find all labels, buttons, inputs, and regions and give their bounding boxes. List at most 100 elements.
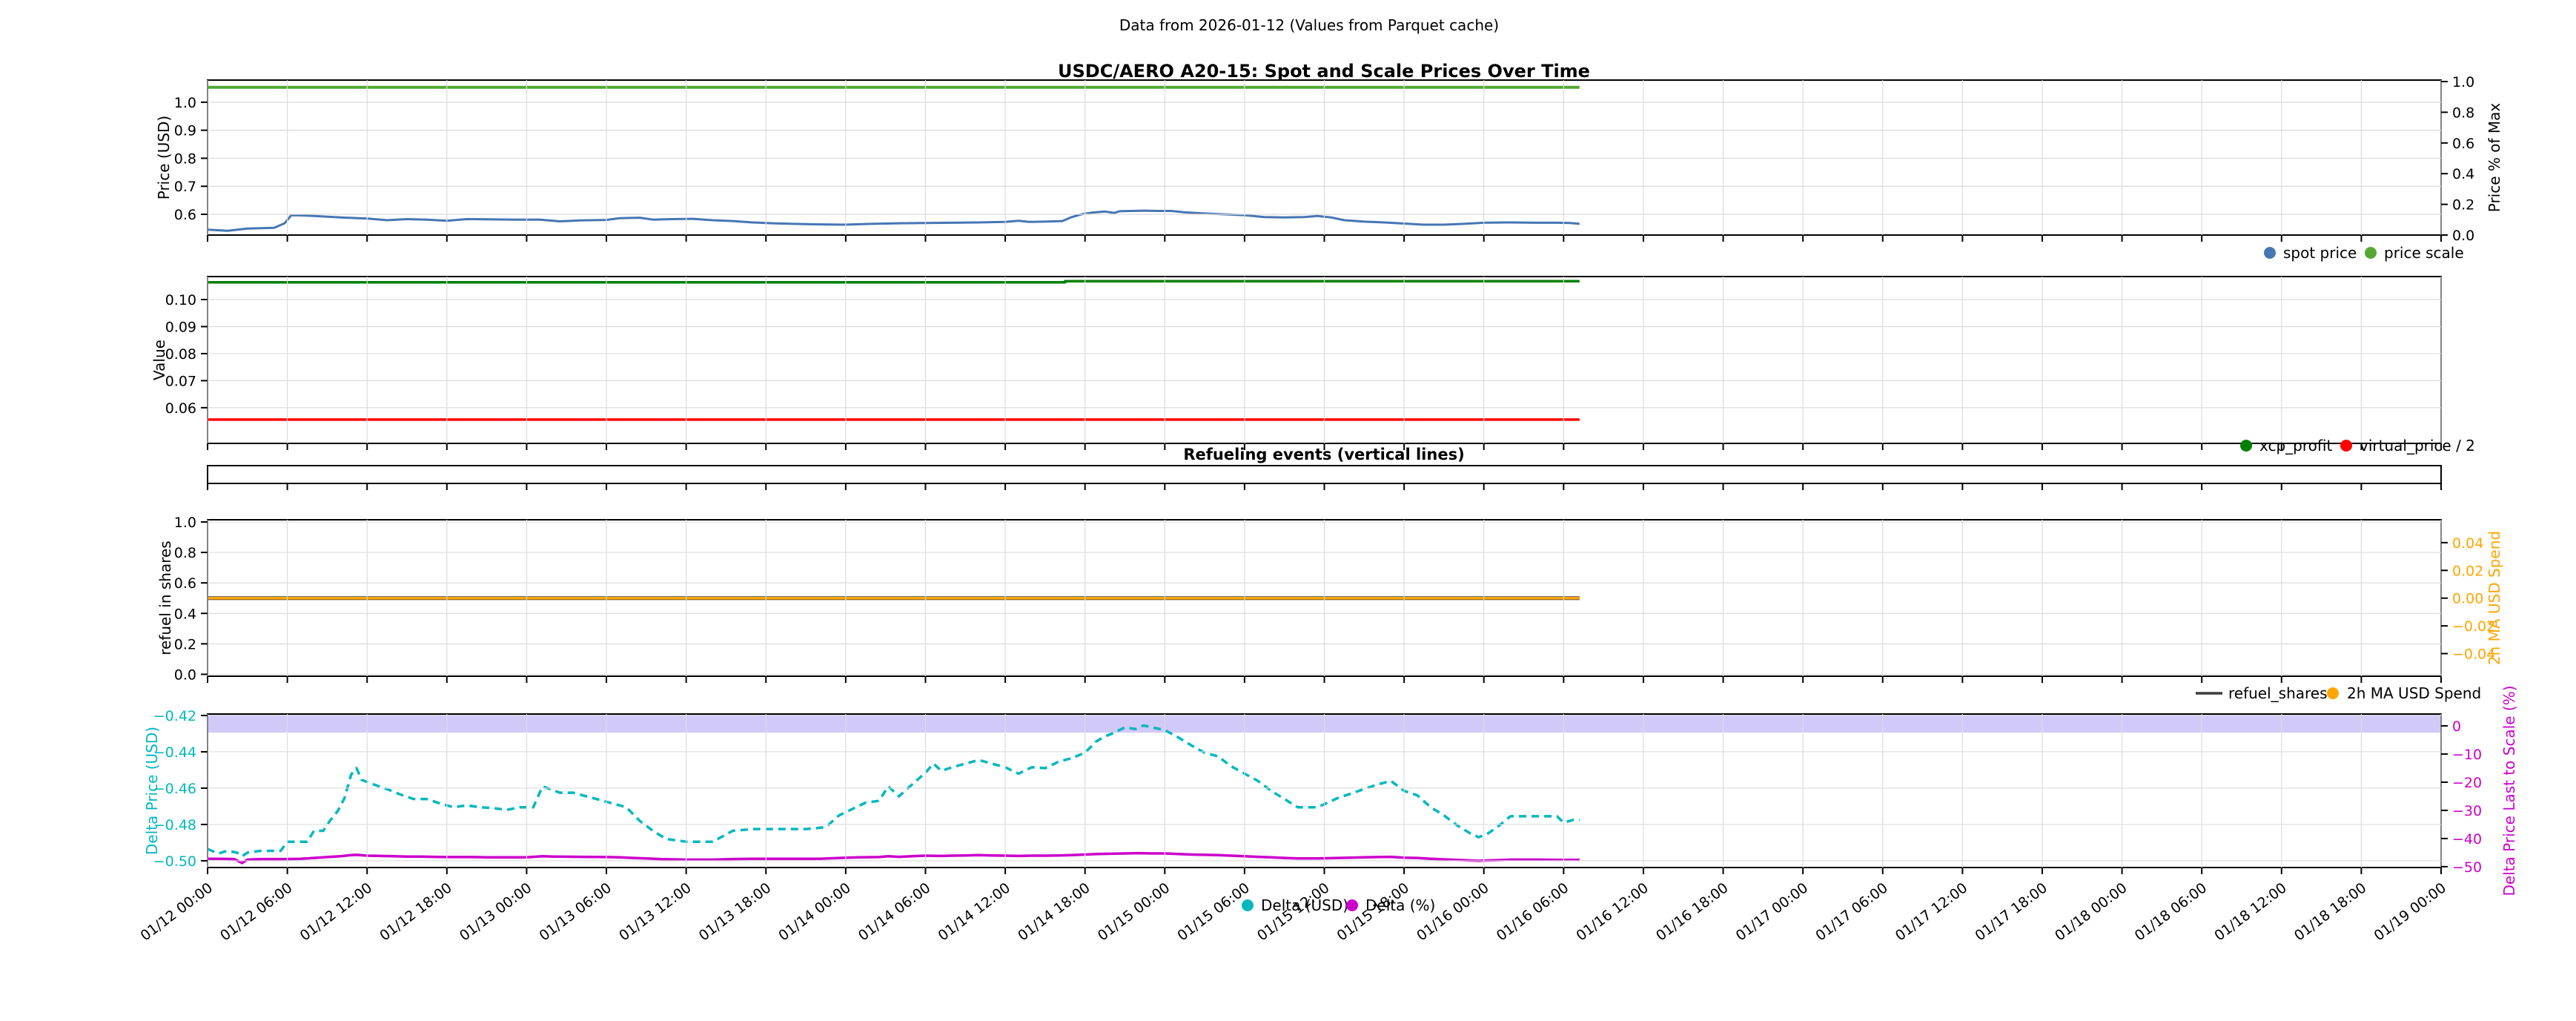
- svg-text:0.2: 0.2: [174, 636, 196, 652]
- svg-text:01/14 00:00: 01/14 00:00: [775, 879, 854, 944]
- grid-delta: [207, 714, 2442, 868]
- svg-text:0.7: 0.7: [174, 179, 196, 195]
- svg-text:xcp_profit: xcp_profit: [2259, 437, 2332, 455]
- svg-text:0.09: 0.09: [165, 319, 196, 335]
- panel-prices-title: USDC/AERO A20-15: Spot and Scale Prices …: [1058, 61, 1590, 82]
- legend-marker: [2327, 687, 2339, 699]
- svg-text:refuel in shares: refuel in shares: [156, 541, 174, 655]
- svg-text:−10: −10: [2452, 747, 2482, 763]
- svg-text:−0.50: −0.50: [153, 853, 196, 870]
- svg-text:virtual_price / 2: virtual_price / 2: [2360, 437, 2475, 455]
- svg-text:0.4: 0.4: [174, 606, 196, 622]
- legend-marker: [2365, 247, 2377, 259]
- svg-text:01/15 00:00: 01/15 00:00: [1095, 879, 1173, 944]
- svg-text:01/13 06:00: 01/13 06:00: [537, 879, 615, 944]
- svg-text:01/15 06:00: 01/15 06:00: [1174, 879, 1253, 944]
- svg-text:−50: −50: [2452, 859, 2482, 876]
- svg-text:01/17 18:00: 01/17 18:00: [1972, 879, 2050, 944]
- svg-text:01/19 00:00: 01/19 00:00: [2371, 879, 2449, 944]
- svg-text:0.04: 0.04: [2452, 535, 2483, 552]
- figure-suptitle: Data from 2026-01-12 (Values from Parque…: [1119, 16, 1500, 34]
- svg-text:01/14 06:00: 01/14 06:00: [855, 879, 934, 944]
- legend-prices: spot price price scale: [2264, 244, 2464, 262]
- panel-refuel_events: [207, 465, 2442, 484]
- grid-prices: [207, 80, 2442, 235]
- grid-value: [207, 277, 2442, 443]
- legend-marker: [2240, 440, 2252, 452]
- svg-text:refuel_shares: refuel_shares: [2228, 684, 2328, 702]
- svg-text:Delta Price (USD): Delta Price (USD): [143, 727, 161, 855]
- svg-text:1.0: 1.0: [2452, 74, 2474, 90]
- svg-text:2h MA USD Spend: 2h MA USD Spend: [2486, 531, 2503, 665]
- svg-text:Value: Value: [150, 340, 168, 380]
- svg-text:0.8: 0.8: [174, 151, 196, 167]
- svg-text:0.2: 0.2: [2452, 197, 2474, 214]
- axes-spines: [207, 465, 2442, 484]
- svg-text:01/17 00:00: 01/17 00:00: [1733, 879, 1812, 944]
- legend-refuel: refuel_shares 2h MA USD Spend: [2196, 684, 2481, 702]
- svg-text:01/13 00:00: 01/13 00:00: [457, 879, 535, 944]
- svg-text:0.6: 0.6: [174, 207, 196, 223]
- svg-text:−0.48: −0.48: [153, 817, 196, 833]
- svg-text:01/16 18:00: 01/16 18:00: [1653, 879, 1732, 944]
- svg-text:01/12 06:00: 01/12 06:00: [217, 879, 296, 944]
- svg-text:−0.46: −0.46: [153, 781, 196, 797]
- svg-text:01/16 12:00: 01/16 12:00: [1573, 879, 1652, 944]
- svg-text:Delta (USD): Delta (USD): [1261, 896, 1348, 914]
- svg-text:01/13 18:00: 01/13 18:00: [696, 879, 775, 944]
- svg-text:1.0: 1.0: [174, 95, 196, 111]
- svg-text:0.00: 0.00: [2452, 591, 2483, 607]
- svg-text:Price % of Max: Price % of Max: [2486, 103, 2503, 213]
- legend-delta: Delta (USD) Delta (%): [1242, 896, 1435, 914]
- svg-text:01/16 06:00: 01/16 06:00: [1494, 879, 1572, 944]
- svg-text:−0.42: −0.42: [153, 708, 196, 724]
- series-delta-: [208, 851, 1580, 865]
- svg-text:01/17 06:00: 01/17 06:00: [1812, 879, 1891, 944]
- svg-text:0.06: 0.06: [165, 400, 196, 417]
- legend-marker: [2264, 247, 2276, 259]
- svg-text:0.9: 0.9: [174, 123, 196, 139]
- series-delta-usd-: [207, 724, 1580, 858]
- svg-text:0: 0: [2452, 718, 2461, 735]
- series-xcp-profit: [208, 280, 1580, 284]
- ticks-refuel_events: [207, 483, 2442, 490]
- svg-text:−0.04: −0.04: [2452, 647, 2495, 663]
- svg-text:01/18 12:00: 01/18 12:00: [2211, 879, 2290, 944]
- svg-text:01/13 12:00: 01/13 12:00: [616, 879, 695, 944]
- legend-marker: [1242, 899, 1254, 911]
- svg-text:0.08: 0.08: [165, 346, 196, 363]
- svg-text:Delta (%): Delta (%): [1365, 896, 1435, 914]
- svg-text:01/18 00:00: 01/18 00:00: [2052, 879, 2130, 944]
- svg-text:1.0: 1.0: [174, 515, 196, 531]
- svg-text:0.6: 0.6: [174, 575, 196, 592]
- legend-value: xcp_profit virtual_price / 2: [2240, 437, 2475, 455]
- grid-refuel: [207, 520, 2442, 676]
- svg-text:01/14 18:00: 01/14 18:00: [1015, 879, 1093, 944]
- svg-text:−0.44: −0.44: [153, 744, 196, 761]
- svg-text:0.8: 0.8: [2452, 105, 2474, 121]
- legend-marker: [1346, 899, 1358, 911]
- svg-text:0.6: 0.6: [2452, 136, 2474, 152]
- svg-text:0.4: 0.4: [2452, 166, 2474, 182]
- svg-text:0.0: 0.0: [2452, 228, 2474, 244]
- svg-text:−30: −30: [2452, 803, 2482, 819]
- svg-text:0.0: 0.0: [174, 667, 196, 683]
- svg-text:01/14 12:00: 01/14 12:00: [936, 879, 1014, 944]
- legend-marker: [2340, 440, 2352, 452]
- svg-text:01/12 00:00: 01/12 00:00: [137, 879, 216, 944]
- svg-text:0.02: 0.02: [2452, 563, 2483, 579]
- svg-text:−40: −40: [2452, 831, 2482, 847]
- svg-text:0.10: 0.10: [165, 292, 196, 308]
- svg-text:0.8: 0.8: [174, 545, 196, 561]
- svg-text:0.07: 0.07: [165, 373, 196, 389]
- svg-text:spot price: spot price: [2283, 244, 2357, 262]
- svg-text:−0.02: −0.02: [2452, 618, 2495, 635]
- svg-text:price scale: price scale: [2384, 244, 2464, 262]
- series-spot-price: [207, 209, 1580, 232]
- ticks-value: 0.06 0.07 0.08 0.09 0.10 Value: [150, 292, 2442, 450]
- svg-text:−20: −20: [2452, 775, 2482, 791]
- svg-text:Delta Price Last to Scale (%): Delta Price Last to Scale (%): [2500, 685, 2518, 896]
